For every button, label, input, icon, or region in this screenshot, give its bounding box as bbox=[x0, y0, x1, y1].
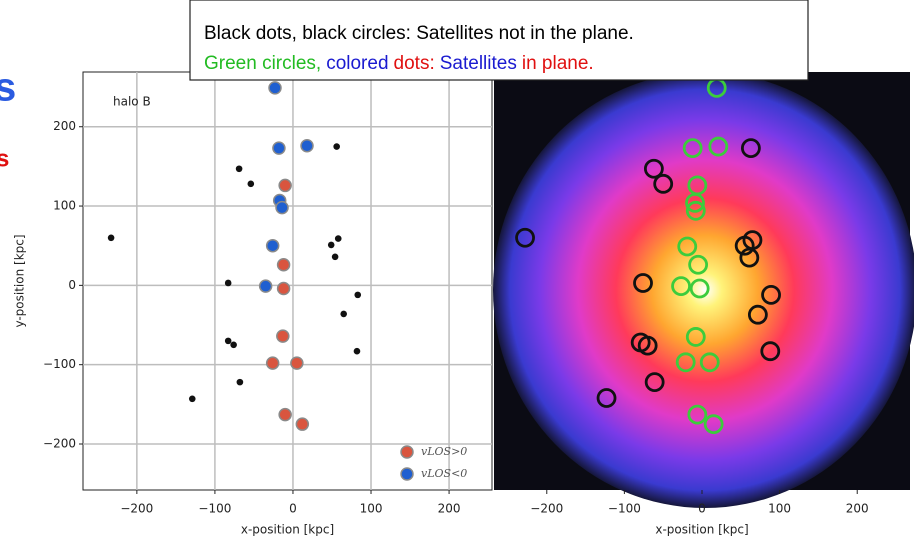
caption-segment: dots: bbox=[394, 53, 435, 74]
caption-segment: Satellites bbox=[440, 53, 517, 74]
circle-marker bbox=[675, 352, 696, 373]
dot bbox=[327, 241, 335, 249]
dot bbox=[278, 178, 292, 193]
x-tick-label: −100 bbox=[198, 502, 231, 516]
circle-marker bbox=[643, 158, 664, 179]
circle-marker bbox=[677, 236, 698, 257]
edge-text: s bbox=[0, 145, 9, 172]
dot bbox=[334, 235, 342, 242]
circle-marker bbox=[739, 247, 760, 268]
dot bbox=[265, 238, 280, 253]
x-axis-label: x-position [kpc] bbox=[655, 523, 748, 537]
dot bbox=[265, 356, 280, 370]
dot bbox=[333, 143, 340, 150]
annotation: halo B bbox=[113, 95, 151, 109]
y-tick-label: 0 bbox=[68, 278, 76, 292]
dot bbox=[295, 417, 310, 431]
dot bbox=[224, 279, 232, 287]
caption-segment: in plane. bbox=[522, 53, 594, 74]
plot-area bbox=[82, 71, 493, 491]
dot bbox=[236, 378, 244, 386]
dot bbox=[230, 341, 237, 349]
caption-segment: colored bbox=[326, 53, 388, 74]
circle-marker bbox=[682, 138, 703, 159]
x-tick-label: −100 bbox=[608, 502, 641, 516]
dot bbox=[276, 329, 290, 343]
edge-text: s bbox=[0, 66, 16, 110]
circle-marker bbox=[515, 227, 535, 248]
legend-marker bbox=[400, 445, 414, 459]
dot bbox=[272, 141, 286, 155]
dot bbox=[276, 257, 291, 272]
circle-marker bbox=[637, 335, 658, 356]
dot bbox=[300, 139, 314, 153]
x-tick-label: −200 bbox=[120, 502, 153, 516]
x-tick-label: 100 bbox=[360, 502, 383, 516]
circle-marker bbox=[685, 200, 706, 221]
circle-marker bbox=[671, 276, 691, 297]
caption-box bbox=[189, 0, 809, 81]
circle-marker bbox=[689, 278, 710, 299]
x-axis-label: x-position [kpc] bbox=[241, 523, 334, 537]
dot bbox=[278, 407, 292, 422]
circle-marker bbox=[747, 304, 768, 325]
circle-marker bbox=[633, 273, 653, 293]
x-tick-label: 0 bbox=[698, 502, 706, 516]
circle-marker bbox=[708, 136, 729, 157]
circle-marker bbox=[760, 341, 781, 362]
dot bbox=[268, 81, 282, 95]
dot bbox=[290, 356, 304, 370]
caption-segment: Green circles, bbox=[204, 53, 321, 74]
dot bbox=[354, 291, 362, 299]
x-tick-label: 0 bbox=[289, 502, 297, 516]
caption-line: Black dots, black circles: Satellites no… bbox=[204, 23, 634, 44]
circle-marker bbox=[644, 372, 665, 393]
legend-label: vLOS>0 bbox=[421, 445, 467, 458]
dot bbox=[276, 281, 291, 296]
y-tick-label: −100 bbox=[43, 357, 76, 371]
dot bbox=[224, 337, 232, 345]
y-tick-label: 200 bbox=[53, 119, 76, 133]
x-tick-label: −200 bbox=[530, 502, 563, 516]
circle-marker bbox=[699, 352, 720, 373]
y-axis-label: y-position [kpc] bbox=[13, 234, 27, 327]
circle-marker bbox=[687, 404, 708, 425]
y-tick-label: 100 bbox=[53, 199, 76, 213]
dot bbox=[258, 279, 273, 293]
circle-marker bbox=[703, 414, 724, 435]
dot bbox=[188, 395, 196, 403]
dot bbox=[247, 180, 255, 188]
legend-label: vLOS<0 bbox=[421, 467, 467, 480]
dot bbox=[275, 200, 289, 215]
dot bbox=[353, 347, 361, 355]
x-tick-label: 200 bbox=[846, 502, 869, 516]
dot bbox=[107, 234, 115, 242]
caption-line: Green circles, colored dots: Satellites in p… bbox=[204, 53, 594, 74]
circle-marker bbox=[688, 254, 709, 275]
circle-marker bbox=[740, 138, 761, 159]
dot bbox=[235, 165, 243, 173]
halo-image bbox=[493, 72, 914, 508]
x-tick-label: 100 bbox=[768, 502, 791, 516]
legend-marker bbox=[400, 467, 414, 481]
circle-marker bbox=[685, 192, 705, 213]
circle-marker bbox=[685, 327, 706, 347]
dot bbox=[340, 310, 347, 318]
dot bbox=[331, 253, 339, 261]
circle-marker bbox=[761, 284, 781, 305]
y-tick-label: −200 bbox=[43, 436, 76, 450]
x-tick-label: 200 bbox=[438, 502, 461, 516]
circle-marker bbox=[653, 173, 674, 194]
circle-marker bbox=[596, 388, 617, 408]
